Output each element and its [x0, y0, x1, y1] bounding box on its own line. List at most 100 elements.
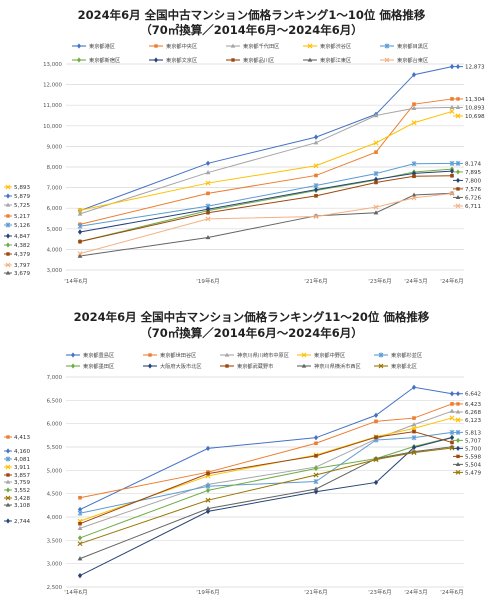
marker-square: [450, 440, 454, 445]
start-data-label: 5,879: [14, 194, 30, 200]
series-line: [79, 192, 453, 257]
end-data-label: 7,800: [465, 178, 481, 184]
legend-entry: 東京都渋谷区: [320, 42, 351, 50]
x-tick-label: '23年6月: [368, 277, 391, 285]
series-line: [79, 436, 453, 539]
y-tick-label: 12,000: [43, 83, 62, 89]
end-data-label: 5,813: [465, 430, 481, 436]
series-line: [79, 106, 453, 215]
y-tick-label: 4,000: [47, 247, 63, 253]
marker-diamond: [77, 572, 83, 579]
legend-entry: 東京都杉並区: [391, 351, 422, 359]
marker-square: [412, 174, 416, 179]
marker-triangle: [455, 195, 461, 200]
end-data-label: 6,423: [465, 402, 481, 408]
marker-diamond: [6, 193, 10, 199]
marker-x: [411, 195, 417, 201]
y-tick-label: 3,000: [47, 268, 63, 274]
marker-x: [411, 425, 417, 431]
legend-entry: 東京都港区: [89, 42, 115, 50]
marker-star: [378, 352, 384, 358]
start-data-label: 3,797: [14, 263, 30, 269]
marker-triangle: [77, 556, 83, 561]
marker-triangle: [5, 202, 11, 207]
marker-diamond: [77, 57, 81, 63]
marker-square: [456, 402, 460, 406]
series-line: [79, 431, 453, 525]
x-tick-label: '24年3月: [404, 277, 427, 285]
marker-triangle: [313, 486, 319, 491]
marker-diamond: [313, 465, 319, 472]
marker-star: [449, 160, 455, 167]
marker-diamond: [449, 168, 455, 174]
legend-entry: 東京都武蔵野市: [237, 362, 273, 370]
start-data-label: 3,428: [14, 496, 30, 502]
marker-x: [455, 417, 461, 423]
legend-entry: 大阪府大阪市北区: [160, 362, 202, 370]
end-data-label: 6,123: [465, 418, 481, 424]
end-data-label: 8,174: [465, 161, 481, 167]
marker-triangle: [5, 479, 11, 484]
marker-x: [77, 207, 83, 213]
marker-square: [148, 353, 152, 357]
y-tick-label: 6,000: [47, 206, 63, 212]
legend-entry: 東京都品川区: [243, 56, 274, 64]
legend-entry: 東京都中央区: [166, 42, 197, 50]
y-tick-label: 2,500: [47, 585, 63, 591]
marker-triangle: [77, 211, 83, 216]
marker-diamond: [77, 43, 81, 49]
marker-triangle: [230, 43, 236, 48]
marker-star: [77, 223, 83, 229]
end-data-label: 5,598: [465, 454, 481, 460]
marker-x: [77, 541, 83, 547]
y-tick-label: 9,000: [47, 144, 63, 150]
y-tick-label: 8,000: [47, 165, 63, 171]
marker-square: [450, 402, 454, 406]
marker-star: [5, 456, 11, 462]
series-line: [79, 446, 453, 560]
marker-square: [206, 471, 210, 476]
start-data-label: 3,857: [14, 473, 30, 479]
marker-x: [5, 262, 11, 268]
marker-triangle: [77, 525, 83, 530]
end-data-label: 7,895: [465, 170, 481, 176]
legend-entry: 東京都世田谷区: [160, 351, 196, 359]
marker-star: [313, 478, 319, 485]
start-data-label: 4,160: [14, 449, 30, 455]
marker-diamond: [456, 437, 460, 443]
marker-diamond: [6, 518, 10, 524]
x-tick-label: '14年6月: [64, 277, 87, 285]
marker-x: [449, 108, 455, 114]
marker-diamond: [6, 487, 10, 493]
marker-diamond: [148, 363, 152, 369]
end-data-label: 5,707: [465, 438, 481, 444]
start-data-label: 4,081: [14, 457, 30, 463]
marker-triangle: [313, 140, 319, 145]
y-tick-label: 6,000: [47, 422, 63, 428]
end-data-label: 5,479: [465, 470, 481, 476]
start-data-label: 3,911: [14, 465, 30, 471]
legend-entry: 東京都新宿区: [89, 56, 120, 64]
marker-diamond: [205, 487, 211, 494]
marker-square: [206, 210, 210, 215]
y-tick-label: 5,500: [47, 445, 63, 451]
marker-triangle: [455, 461, 461, 466]
marker-triangle: [5, 502, 11, 507]
legend-entry: 東京都目黒区: [397, 42, 428, 50]
marker-triangle: [301, 363, 307, 368]
marker-triangle: [373, 210, 379, 215]
marker-x: [373, 140, 379, 146]
marker-diamond: [77, 535, 83, 541]
start-data-label: 5,126: [14, 223, 30, 229]
y-tick-label: 4,000: [47, 515, 63, 521]
marker-x: [313, 472, 319, 478]
marker-triangle: [449, 104, 455, 110]
chart-ranking-11-20: 2024年6月 全国中古マンション価格ランキング11～20位 価格推移 （70㎡…: [0, 300, 503, 600]
marker-star: [455, 429, 461, 435]
chart-subtitle: （70㎡換算／2014年6月～2024年6月）: [140, 326, 363, 340]
start-data-label: 4,413: [14, 435, 30, 441]
marker-star: [411, 161, 417, 167]
legend-entry: 神奈川県横浜市西区: [314, 362, 361, 370]
legend-entry: 神奈川県川崎市中原区: [237, 351, 289, 359]
marker-triangle: [455, 409, 461, 414]
